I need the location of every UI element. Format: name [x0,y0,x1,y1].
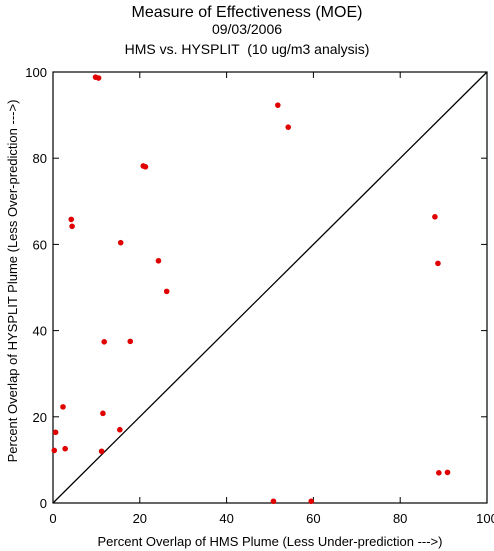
data-point [308,498,315,505]
y-tick-label: 100 [25,65,47,80]
data-point [435,260,441,267]
data-point [285,124,292,130]
data-point [51,447,58,454]
x-axis-ticks: 0 20 40 60 80 100 [49,72,494,526]
data-points [51,74,451,505]
x-axis-label: Percent Overlap of HMS Plume (Less Under… [98,534,443,549]
chart-date: 09/03/2006 [212,21,282,37]
y-axis-label: Percent Overlap of HYSPLIT Plume (Less O… [5,100,20,463]
data-point [436,470,442,476]
diagonal-reference-line [52,71,488,504]
data-point [127,338,134,345]
data-point [163,288,170,295]
data-point [100,410,106,417]
y-tick-label: 0 [40,496,47,511]
data-point [101,339,108,345]
data-point [444,469,451,476]
data-point [60,404,66,410]
data-point [432,214,438,220]
data-point [52,429,59,436]
x-tick-label: 40 [219,511,233,526]
data-point [68,216,75,223]
x-tick-label: 80 [393,511,407,526]
x-tick-label: 0 [49,511,56,526]
data-point [69,223,75,230]
y-tick-label: 60 [33,237,47,252]
data-point [142,164,149,170]
y-tick-label: 40 [33,324,47,339]
x-tick-label: 60 [306,511,320,526]
chart-analysis-subtitle: HMS vs. HYSPLIT (10 ug/m3 analysis) [125,41,370,57]
data-point [62,445,68,452]
data-point [98,448,105,455]
x-tick-label: 20 [133,511,147,526]
y-tick-label: 80 [33,151,47,166]
chart-title: Measure of Effectiveness (MOE) [132,4,363,21]
x-tick-label: 100 [476,511,494,526]
data-point [275,102,281,108]
plot-frame [52,71,488,504]
data-point [117,426,123,433]
data-point [95,75,102,81]
data-point [270,498,277,505]
plot-area [52,71,488,504]
data-point [155,257,162,264]
data-point [117,239,124,246]
y-axis-ticks: 0 20 40 60 80 100 [25,65,487,511]
y-tick-label: 20 [33,410,47,425]
